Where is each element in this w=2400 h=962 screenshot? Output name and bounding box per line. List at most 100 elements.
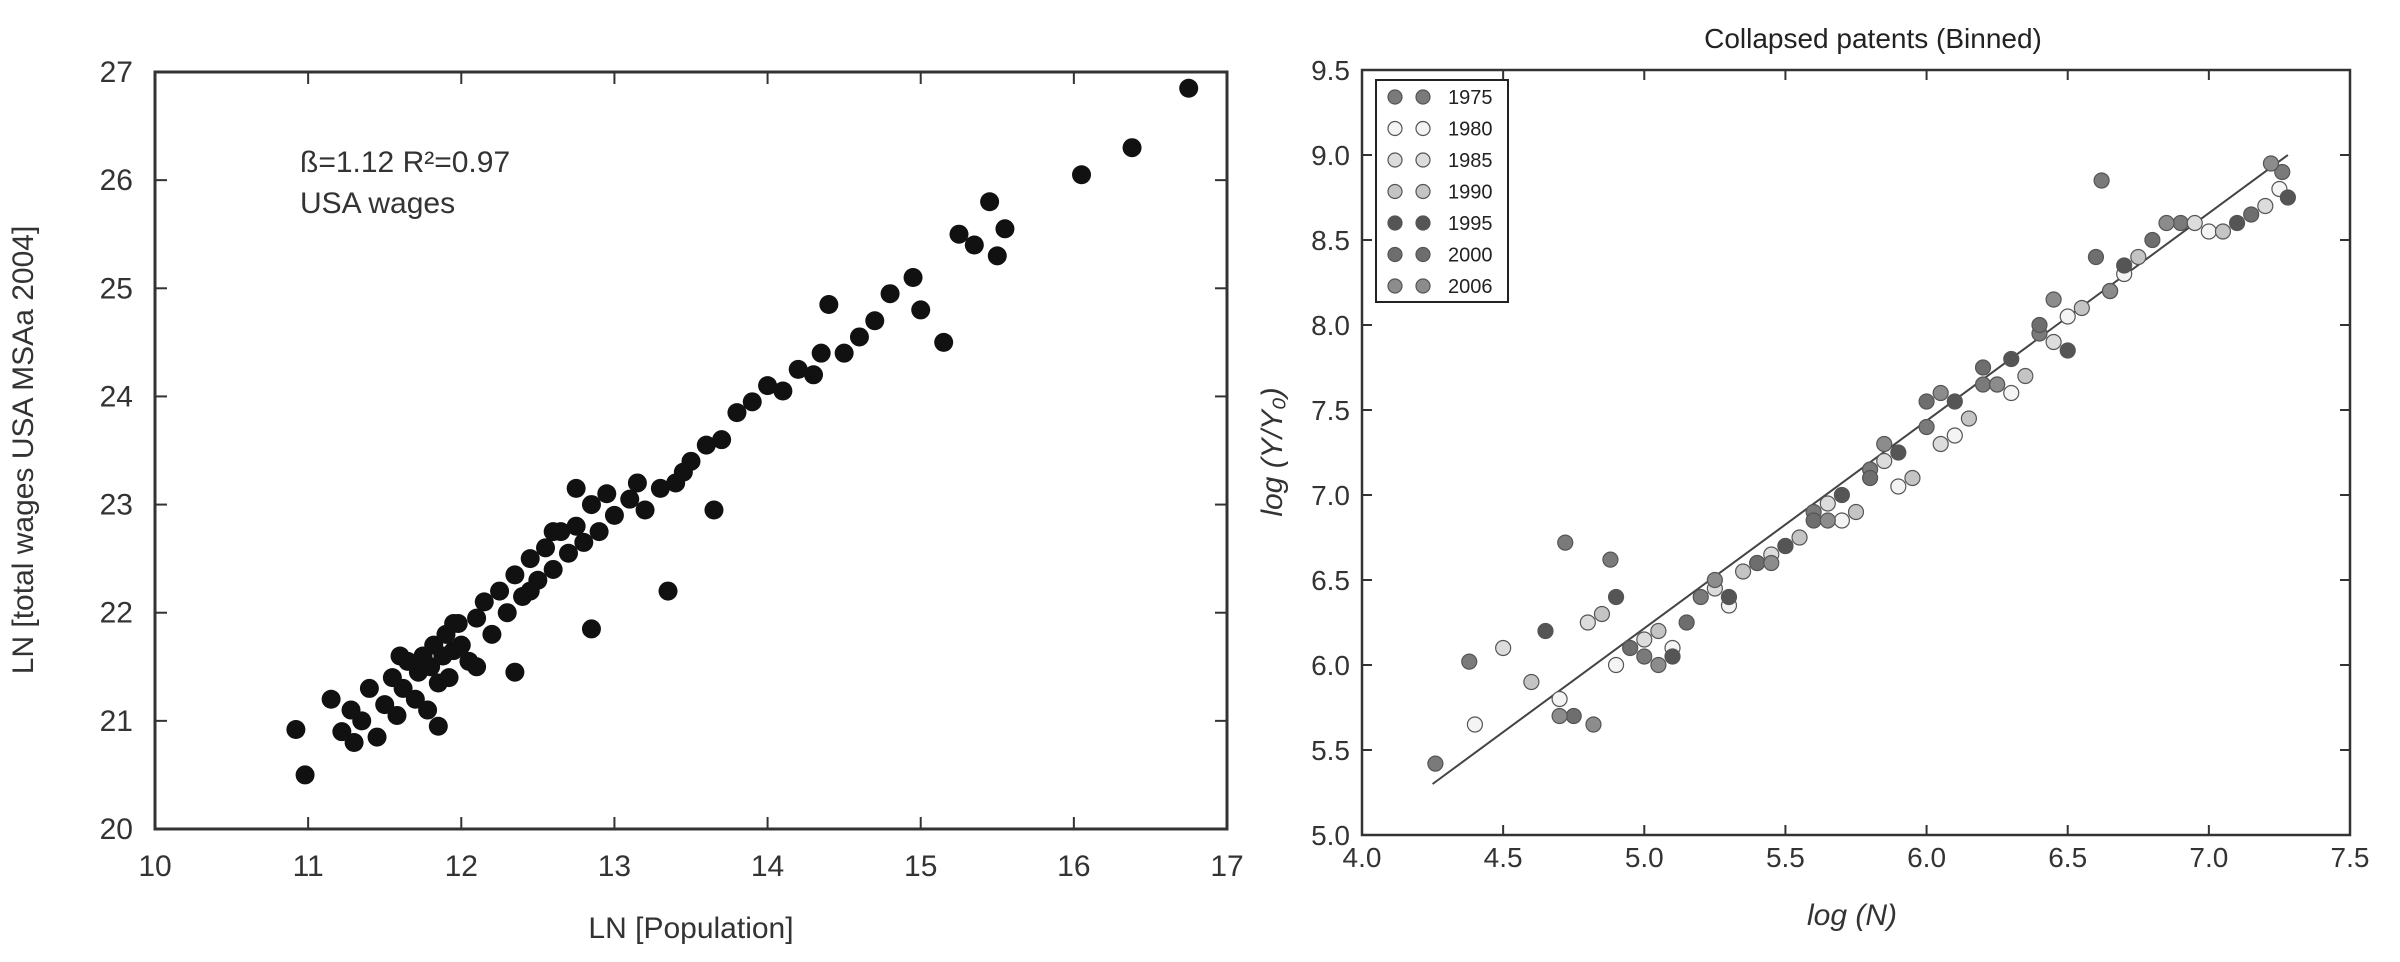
data-point [2172, 214, 2189, 232]
data-point [1636, 648, 1653, 665]
data-point [359, 678, 379, 698]
data-point [1537, 622, 1554, 640]
y-axis-ticks: 20 21 22 23 24 25 26 27 [100, 56, 1227, 846]
data-point [1763, 554, 1780, 572]
data-point [1932, 435, 1949, 453]
data-point [566, 516, 586, 536]
legend-marker [1415, 152, 1431, 168]
data-point [987, 246, 1007, 266]
x-tick-label: 12 [445, 850, 478, 883]
legend-marker [1387, 246, 1403, 263]
data-point [1989, 376, 2006, 393]
data-point [589, 522, 609, 542]
data-point [903, 267, 923, 287]
data-point [497, 603, 517, 623]
data-point [344, 732, 364, 752]
data-point [1890, 444, 1907, 461]
y-tick-label: 7.0 [1311, 480, 1350, 511]
legend-marker [1415, 183, 1431, 200]
x-tick-label: 11 [293, 850, 324, 883]
data-point [405, 689, 425, 709]
data-point [1523, 673, 1540, 691]
data-point [1650, 656, 1667, 674]
data-point [482, 624, 502, 644]
x-tick-label: 16 [1057, 850, 1090, 883]
data-point [1918, 418, 1935, 436]
data-point [1833, 486, 1850, 504]
legend-box [1375, 79, 1509, 303]
data-point [980, 192, 1000, 212]
y-tick-label: 5.0 [1311, 820, 1350, 851]
data-point [880, 284, 900, 304]
data-point [2262, 155, 2280, 172]
y-axis-ticks: 5.0 5.5 6.0 6.5 7.0 7.5 8.0 8.5 9.0 9.5 [1311, 55, 2350, 851]
data-point [1904, 469, 1921, 487]
data-point [1593, 605, 1611, 623]
data-point [2003, 384, 2020, 402]
data-point [788, 359, 808, 379]
data-point [1918, 393, 1935, 410]
data-point [1932, 384, 1949, 402]
y-axis-label: LN [total wages USA MSAa 2004] [7, 226, 40, 675]
y-tick-label: 6.0 [1311, 650, 1350, 681]
data-point [597, 484, 617, 504]
data-point [1692, 588, 1709, 606]
y-tick-label: 20 [100, 813, 133, 846]
data-point [1749, 554, 1766, 572]
data-point [804, 365, 824, 385]
legend-marker [1415, 215, 1431, 231]
data-point [581, 619, 601, 639]
data-point [451, 635, 471, 655]
data-point [2214, 223, 2232, 240]
x-tick-label: 4.5 [1484, 842, 1523, 873]
data-point [1622, 639, 1639, 657]
legend-label: 1985 [1448, 150, 1493, 172]
patents-chart: Collapsed patents (Binned) 4.0 4.5 5.0 5.5 6… [1256, 23, 2369, 932]
data-point [949, 224, 969, 244]
x-axis-label: log (N) [1807, 899, 1897, 932]
x-axis-ticks: 10 11 12 13 14 15 16 17 [138, 72, 1244, 883]
y-tick-label: 21 [100, 705, 133, 738]
legend-marker [1415, 278, 1431, 294]
data-point [1122, 138, 1142, 158]
data-points [1427, 155, 2296, 772]
data-point [712, 430, 732, 450]
data-point [1791, 529, 1808, 546]
y-tick-label: 9.5 [1311, 55, 1350, 86]
plot-area [155, 72, 1227, 829]
data-point [658, 581, 678, 601]
data-point [1565, 707, 1582, 725]
legend-label: 1980 [1448, 119, 1493, 141]
data-point [650, 478, 670, 498]
plot-frame [153, 70, 1229, 831]
data-point [543, 559, 563, 579]
x-tick-label: 6.0 [1907, 842, 1946, 873]
data-point [1585, 716, 1602, 733]
chart-title: Collapsed patents (Binned) [1704, 23, 2042, 54]
data-point [1946, 393, 1963, 410]
x-tick-label: 5.5 [1766, 842, 1805, 873]
data-point [1072, 165, 1092, 185]
data-point [1876, 435, 1893, 453]
data-point [367, 727, 387, 747]
data-point [627, 473, 647, 493]
data-point [390, 646, 410, 666]
data-point [1819, 512, 1836, 529]
x-axis-label: LN [Population] [588, 912, 793, 945]
data-point [758, 376, 778, 396]
data-point [2279, 189, 2296, 206]
x-axis-ticks: 4.0 4.5 5.0 5.5 6.0 6.5 7.0 7.5 [1343, 70, 2369, 873]
data-point [1678, 614, 1695, 631]
x-tick-label: 17 [1210, 850, 1243, 883]
data-point [2045, 333, 2062, 351]
data-point [849, 327, 869, 347]
data-point [352, 711, 372, 731]
data-point [439, 668, 459, 688]
legend-label: 1995 [1448, 213, 1493, 235]
y-tick-label: 27 [100, 56, 133, 89]
data-point [2093, 172, 2110, 189]
data-point [2045, 291, 2062, 308]
data-point [1847, 503, 1865, 521]
data-point [2158, 214, 2175, 232]
plot-area [1362, 70, 2350, 835]
